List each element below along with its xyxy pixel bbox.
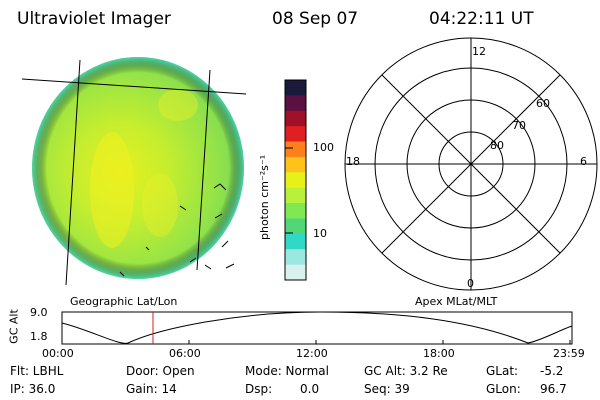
timeline-xtick-end: 23:59 [553,347,585,360]
mlat-label-80: 80 [490,139,504,152]
info-gcalt: GC Alt: 3.2 Re [364,364,448,378]
polar-caption: Apex MLat/MLT [415,295,498,308]
info-glat-value: -5.2 [540,364,564,378]
mlat-label-60: 60 [536,97,550,110]
info-flt: Flt: LBHL [10,364,64,378]
info-glon-value: 96.7 [540,382,567,396]
colorbar-cell [285,95,306,112]
mlt-label-6: 6 [580,155,587,168]
colorbar-cell [285,218,306,235]
map-caption: Geographic Lat/Lon [70,295,178,308]
mlt-label-18: 18 [346,155,360,168]
info-dsp-label: Dsp: [245,382,273,396]
mlat-label-70: 70 [512,119,526,132]
info-gain: Gain: 14 [126,382,177,396]
header-time: 04:22:11 UT [429,9,534,29]
colorbar-cell [285,233,306,250]
info-mode: Mode: Normal [245,364,329,378]
timeline-ytick-9: 9.0 [30,306,48,319]
info-seq: Seq: 39 [364,382,410,396]
colorbar-tick-100: 100 [313,141,334,154]
info-dsp-value: 0.0 [300,382,320,396]
timeline-xtick-18: 18:00 [423,347,455,360]
colorbar-cell [285,156,306,173]
geo-grid [21,59,247,286]
colorbar-cell [285,264,306,281]
colorbar-unit-label: photon cm⁻²s⁻¹ [258,154,271,240]
colorbar-cell [285,80,306,96]
colorbar [284,79,307,281]
header-title: Ultraviolet Imager [17,9,171,29]
timeline-ylabel: GC Alt [7,309,21,344]
uvi-image [21,57,247,286]
timeline-ytick-1.8: 1.8 [30,330,48,343]
info-door: Door: Open [126,364,195,378]
timeline-plot [61,311,573,345]
mlt-label-0: 0 [467,277,474,290]
timeline-xtick-12: 12:00 [296,347,328,360]
timeline-xtick-0: 00:00 [42,347,74,360]
colorbar-cell [285,249,306,266]
colorbar-cell [285,172,306,189]
colorbar-cell [285,203,306,219]
colorbar-tick-10: 10 [313,227,327,240]
colorbar-cell [285,110,306,127]
mlt-label-12: 12 [472,45,486,58]
colorbar-cell [285,126,306,143]
info-glat-label: GLat: [486,364,519,378]
colorbar-cell [285,141,306,158]
colorbar-cell [285,187,306,204]
info-glon-label: GLon: [486,382,521,396]
info-ip: IP: 36.0 [10,382,56,396]
polar-plot [344,37,598,291]
timeline-xtick-6: 06:00 [169,347,201,360]
header-date: 08 Sep 07 [272,9,359,29]
